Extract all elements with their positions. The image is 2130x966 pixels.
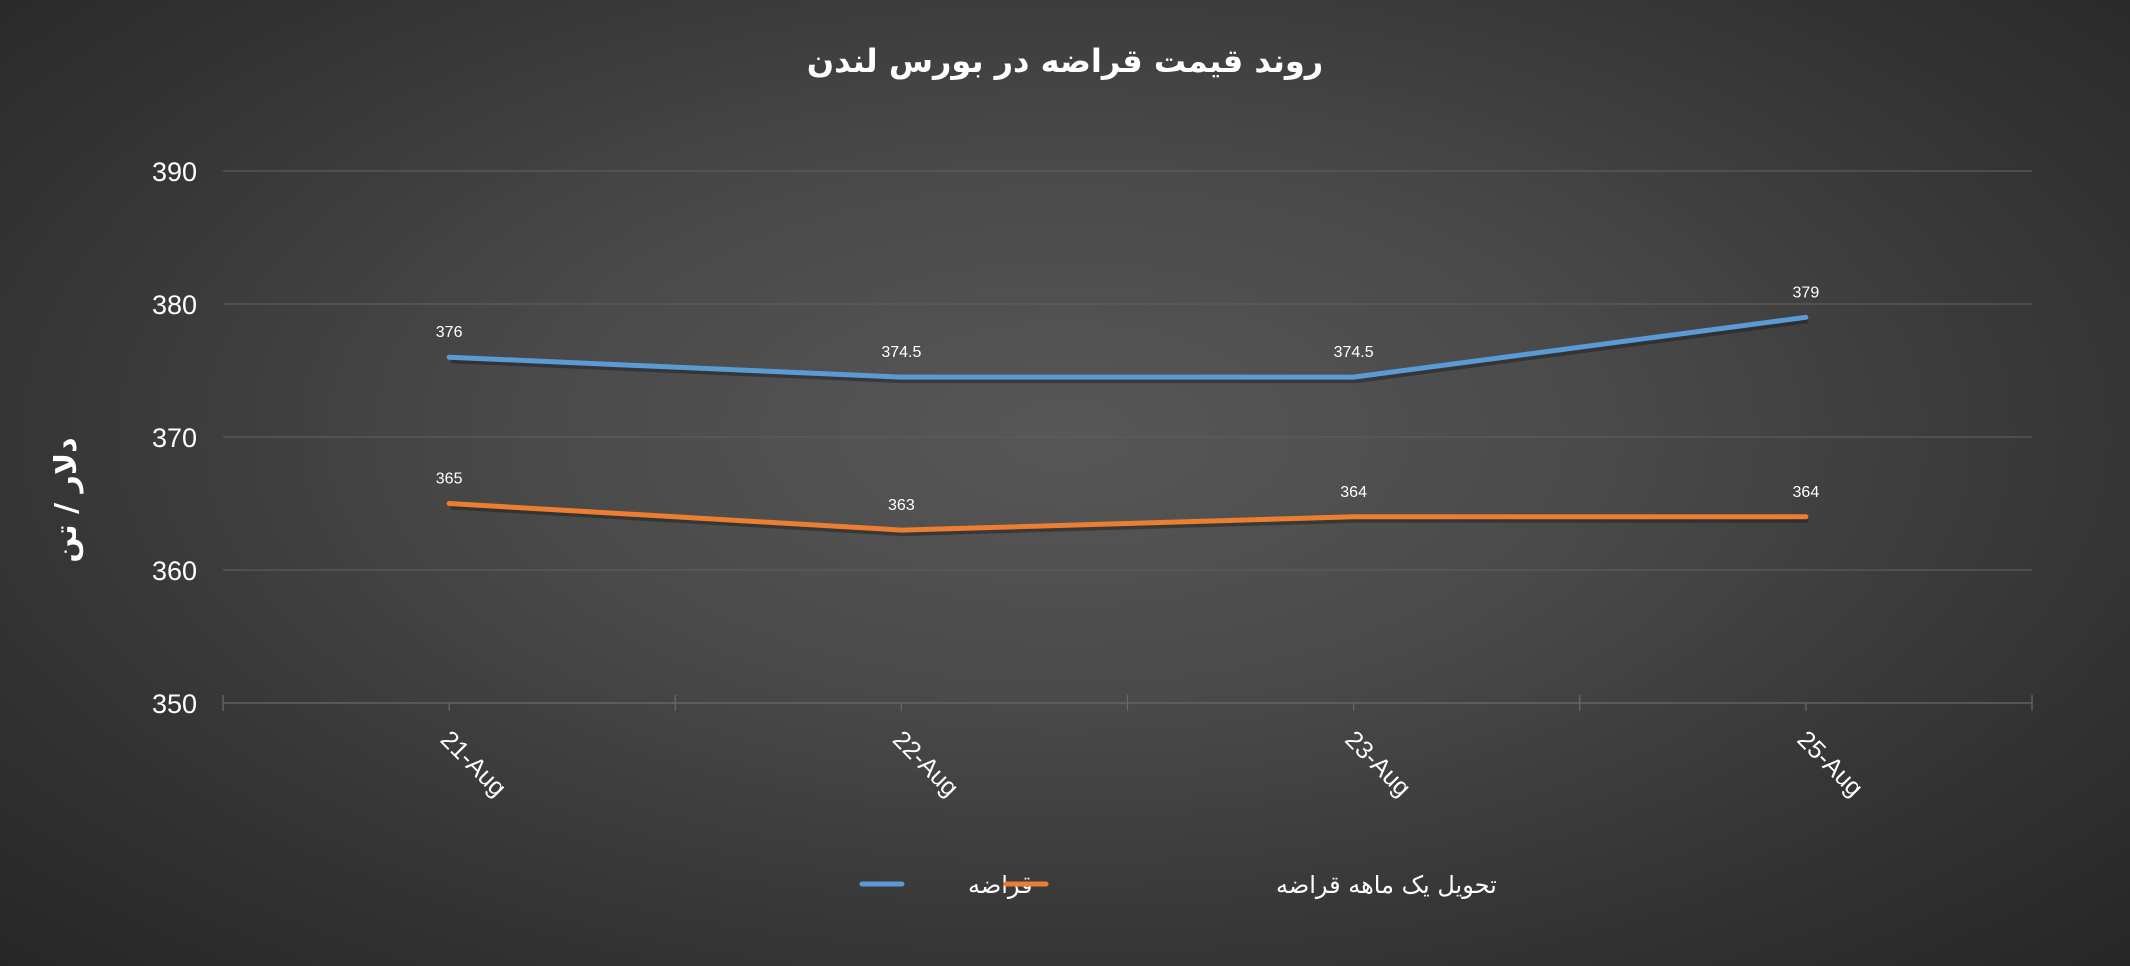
x-tick-label: 25-Aug <box>1792 725 1869 802</box>
series-line-1 <box>446 314 1809 380</box>
x-axis: 21-Aug 22-Aug 23-Aug 25-Aug <box>222 695 2033 802</box>
data-label: 379 <box>1793 284 1820 301</box>
y-axis-label: دلار / تن <box>49 437 84 562</box>
y-tick-label: 380 <box>152 290 197 320</box>
series-line-shadow <box>450 317 1809 384</box>
data-labels: 376 374.5 374.5 379 365 363 364 364 <box>436 284 1820 514</box>
x-tick-label: 23-Aug <box>1339 725 1416 802</box>
series-lines <box>446 314 1809 537</box>
y-axis-ticks: 350 360 370 380 390 <box>152 157 197 719</box>
y-tick-label: 370 <box>152 423 197 453</box>
legend: قراضه تحویل یک ماهه قراضه <box>859 871 1497 899</box>
data-label: 376 <box>436 324 463 341</box>
x-tick-label: 22-Aug <box>887 725 964 802</box>
legend-label-2: تحویل یک ماهه قراضه <box>1276 871 1497 899</box>
y-tick-label: 350 <box>152 689 197 719</box>
data-label: 364 <box>1793 484 1820 501</box>
data-label: 364 <box>1340 484 1367 501</box>
chart-title: روند قیمت قراضه در بورس لندن <box>807 42 1323 80</box>
x-tick-label: 21-Aug <box>435 725 512 802</box>
y-tick-label: 390 <box>152 157 197 187</box>
y-tick-label: 360 <box>152 556 197 586</box>
series-line-2 <box>446 501 1809 533</box>
data-label: 374.5 <box>1334 344 1374 361</box>
data-label: 363 <box>888 497 915 514</box>
data-label: 365 <box>436 471 463 488</box>
series-line-shadow <box>450 503 1808 537</box>
gridlines <box>223 170 2032 704</box>
data-label: 374.5 <box>881 344 921 361</box>
